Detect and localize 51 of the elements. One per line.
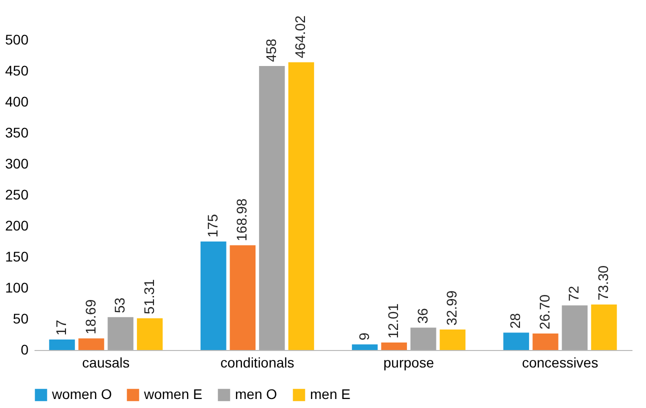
bar	[108, 317, 134, 350]
data-label: 175	[204, 214, 220, 238]
bar	[440, 330, 466, 350]
y-tick-label: 100	[5, 280, 29, 296]
data-label: 168.98	[234, 198, 250, 242]
legend-label: women E	[143, 386, 202, 402]
data-label: 26.70	[536, 294, 552, 330]
data-label: 28	[507, 312, 524, 329]
data-label: 32.99	[444, 290, 460, 326]
y-tick-label: 150	[5, 248, 29, 264]
bar	[562, 305, 588, 350]
bar	[503, 332, 530, 350]
y-tick-label: 400	[5, 94, 29, 110]
y-tick-label: 200	[5, 218, 29, 234]
x-tick-label: conditionals	[220, 354, 294, 370]
bar	[230, 245, 256, 350]
data-label: 73.30	[594, 265, 611, 301]
bar	[381, 342, 407, 350]
y-tick-label: 250	[5, 186, 29, 202]
data-label: 458	[262, 38, 279, 62]
y-tick-label: 0	[20, 342, 29, 358]
data-label: 53	[112, 297, 128, 314]
y-tick-label: 300	[5, 156, 29, 172]
bar	[49, 339, 75, 350]
x-tick-label: causals	[82, 354, 130, 370]
bar	[200, 242, 226, 350]
data-label: 51.31	[140, 278, 157, 314]
y-tick-label: 50	[12, 310, 29, 326]
x-tick-label: concessives	[522, 354, 598, 370]
y-tick-label: 450	[5, 62, 29, 78]
data-label: 36	[414, 308, 430, 324]
bar	[591, 304, 617, 350]
data-label: 9	[356, 332, 372, 340]
legend-label: men O	[235, 386, 278, 402]
bar	[259, 66, 285, 350]
y-tick-label: 500	[5, 32, 29, 48]
x-tick-label: purpose	[383, 354, 434, 370]
bar	[288, 62, 314, 350]
data-label: 72	[566, 286, 582, 302]
data-label: 17	[53, 320, 70, 336]
legend-label: men E	[310, 386, 350, 402]
bar	[410, 328, 436, 350]
bar	[352, 344, 378, 350]
bar	[78, 338, 104, 350]
bar	[532, 333, 558, 350]
bar	[136, 318, 163, 350]
legend-label: women O	[51, 386, 112, 402]
data-label: 18.69	[82, 299, 98, 334]
data-label: 464.02	[292, 15, 308, 58]
data-label: 12.01	[385, 303, 402, 339]
y-tick-label: 350	[5, 124, 29, 140]
